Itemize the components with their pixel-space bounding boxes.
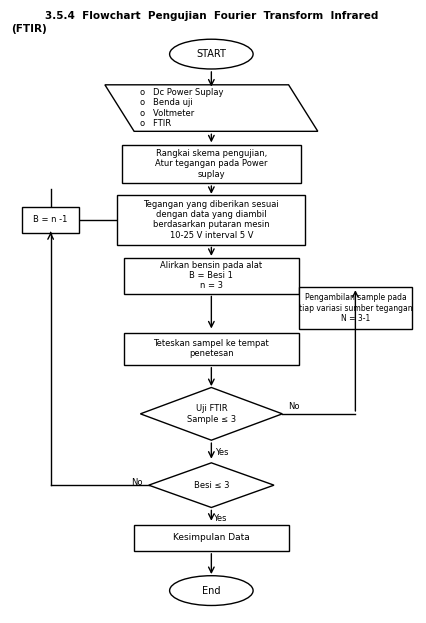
Text: End: End bbox=[201, 586, 220, 596]
FancyBboxPatch shape bbox=[298, 287, 411, 330]
Text: Alirkan bensin pada alat
B = Besi 1
n = 3: Alirkan bensin pada alat B = Besi 1 n = … bbox=[160, 260, 262, 290]
Text: Kesimpulan Data: Kesimpulan Data bbox=[173, 533, 249, 543]
Text: Yes: Yes bbox=[215, 448, 228, 457]
Text: Yes: Yes bbox=[213, 514, 226, 523]
FancyBboxPatch shape bbox=[134, 525, 288, 551]
Text: Besi ≤ 3: Besi ≤ 3 bbox=[193, 481, 229, 490]
Text: o   Dc Power Suplay
o   Benda uji
o   Voltmeter
o   FTIR: o Dc Power Suplay o Benda uji o Voltmete… bbox=[140, 88, 223, 128]
FancyBboxPatch shape bbox=[124, 257, 298, 293]
Text: (FTIR): (FTIR) bbox=[11, 24, 46, 34]
Text: No: No bbox=[131, 478, 142, 487]
Text: Teteskan sampel ke tempat
penetesan: Teteskan sampel ke tempat penetesan bbox=[153, 339, 269, 358]
Polygon shape bbox=[140, 388, 282, 440]
Text: Rangkai skema pengujian,
Atur tegangan pada Power
suplay: Rangkai skema pengujian, Atur tegangan p… bbox=[155, 149, 267, 179]
Ellipse shape bbox=[169, 576, 253, 606]
FancyBboxPatch shape bbox=[117, 195, 305, 244]
Ellipse shape bbox=[169, 39, 253, 69]
FancyBboxPatch shape bbox=[121, 145, 300, 183]
Text: Pengambilan sample pada
tiap variasi sumber tegangan
N = 3-1: Pengambilan sample pada tiap variasi sum… bbox=[298, 293, 411, 323]
Text: 3.5.4  Flowchart  Pengujian  Fourier  Transform  Infrared: 3.5.4 Flowchart Pengujian Fourier Transf… bbox=[45, 11, 377, 21]
Polygon shape bbox=[148, 463, 273, 508]
Polygon shape bbox=[105, 85, 317, 131]
Text: Tegangan yang diberikan sesuai
dengan data yang diambil
berdasarkan putaran mesi: Tegangan yang diberikan sesuai dengan da… bbox=[143, 199, 279, 240]
FancyBboxPatch shape bbox=[23, 207, 79, 233]
Text: START: START bbox=[196, 49, 226, 59]
Text: No: No bbox=[288, 402, 299, 411]
Text: B = n -1: B = n -1 bbox=[33, 215, 68, 224]
FancyBboxPatch shape bbox=[124, 333, 298, 365]
Text: Uji FTIR
Sample ≤ 3: Uji FTIR Sample ≤ 3 bbox=[186, 404, 235, 424]
